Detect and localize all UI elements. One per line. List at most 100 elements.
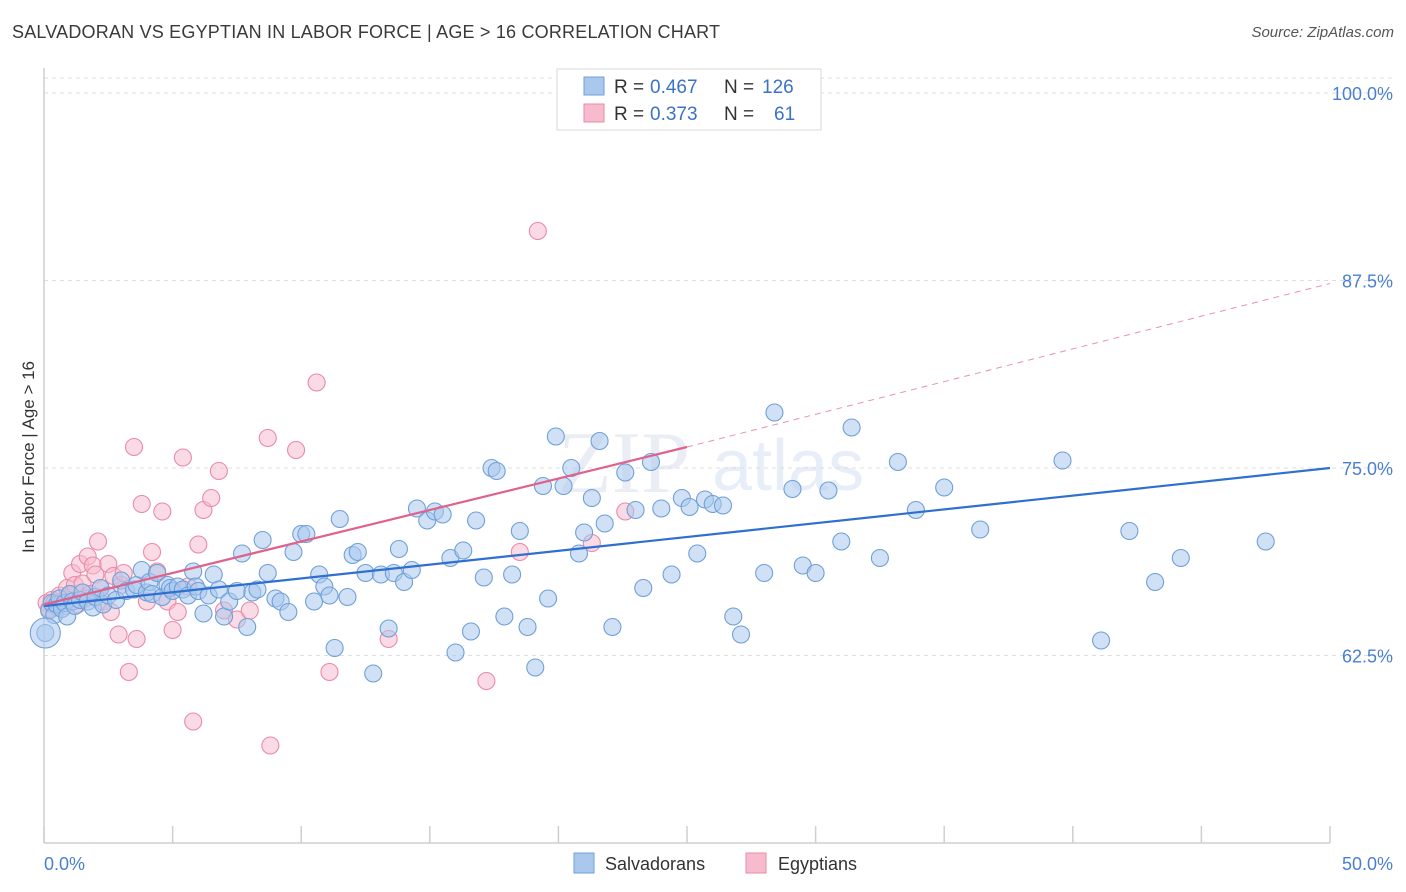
egyptians-point <box>240 601 259 620</box>
salvadorans-point <box>238 617 257 637</box>
egyptians-point <box>184 712 203 731</box>
salvadorans-trend-line <box>43 466 1331 608</box>
trend-lines <box>43 283 1331 608</box>
salvadorans-point <box>474 568 493 587</box>
salvadorans-point <box>806 563 825 583</box>
salvadorans-point <box>348 542 367 562</box>
salvadorans-point <box>832 532 851 551</box>
salvadorans-point <box>248 580 267 599</box>
x-tick-label: 50.0% <box>1342 854 1393 874</box>
x-tick-label: 0.0% <box>44 854 85 874</box>
salvadorans-point <box>652 499 671 518</box>
salvadorans-point <box>688 544 707 563</box>
salvadorans-point <box>379 619 398 638</box>
egyptians-point <box>258 428 277 448</box>
salvadorans-point <box>402 560 421 580</box>
egyptians-point <box>163 620 182 640</box>
legend-series: Salvadorans Egyptians <box>573 852 857 874</box>
salvadorans-point <box>971 520 990 539</box>
legend-swatch-egyptians <box>583 103 605 123</box>
salvadorans-point <box>616 463 635 482</box>
legend-bottom-swatch-salvadorans <box>573 852 595 874</box>
salvadorans-point <box>842 418 861 437</box>
salvadorans-point <box>467 511 486 530</box>
salvadorans-point <box>1146 572 1165 592</box>
salvadorans-point <box>1120 521 1139 541</box>
salvadorans-point <box>724 607 743 626</box>
salvadorans-point <box>325 638 344 658</box>
salvadorans-point <box>713 496 733 515</box>
salvadorans-point <box>626 500 645 520</box>
salvadorans-point <box>389 539 408 559</box>
salvadorans-point <box>590 431 609 451</box>
salvadorans-point <box>284 542 303 562</box>
gridlines <box>44 77 1394 656</box>
salvadorans-point <box>503 565 522 584</box>
salvadorans-point <box>1171 548 1190 568</box>
salvadorans-point <box>461 622 481 641</box>
salvadorans-point <box>258 563 277 583</box>
egyptians-point <box>153 502 172 521</box>
egyptians-point <box>202 488 221 508</box>
salvadorans-point <box>526 658 545 677</box>
salvadorans-point <box>575 523 594 542</box>
egyptians-point <box>209 461 228 481</box>
egyptians-point <box>142 542 162 562</box>
salvadorans-point <box>634 578 653 598</box>
egyptians-point <box>477 671 496 691</box>
chart-title: SALVADORAN VS EGYPTIAN IN LABOR FORCE | … <box>12 22 721 42</box>
y-tick-label: 62.5% <box>1342 647 1393 667</box>
salvadorans-point <box>253 530 272 550</box>
egyptians-point <box>132 494 151 514</box>
tick-labels: 100.0% 87.5% 75.0% 62.5% 0.0% 50.0% <box>44 84 1393 874</box>
salvadorans-point <box>194 604 213 623</box>
egyptians-point <box>510 542 529 562</box>
egyptians-point <box>88 532 108 551</box>
salvadorans-point <box>1053 451 1072 470</box>
salvadorans-point <box>305 592 324 611</box>
salvadorans-point-large <box>29 617 61 649</box>
legend-n-label-0: N = <box>724 77 754 98</box>
egyptians-point <box>287 440 306 460</box>
legend-swatch-salvadorans <box>583 76 605 96</box>
legend-bottom-swatch-egyptians <box>745 852 767 874</box>
legend-n-value-1: 61 <box>774 104 795 125</box>
salvadorans-point <box>870 548 889 568</box>
egyptians-trend-line <box>43 445 688 606</box>
legend-r-label-0: R = <box>614 77 644 98</box>
legend-n-label-1: N = <box>724 104 754 125</box>
salvadorans-point <box>783 479 802 499</box>
salvadorans-point <box>731 625 751 644</box>
legend-bottom-label-salvadorans: Salvadorans <box>605 854 705 874</box>
salvadorans-point <box>935 478 954 497</box>
egyptians-point <box>320 662 339 682</box>
salvadorans-point <box>518 617 537 637</box>
salvadorans-point <box>338 587 357 607</box>
salvadorans-point <box>330 509 349 529</box>
egyptians-point <box>189 535 208 554</box>
salvadorans-point <box>546 427 565 446</box>
salvadorans-point <box>510 521 529 541</box>
egyptians-point <box>528 221 547 241</box>
salvadorans-point <box>209 580 228 599</box>
chart-source: Source: ZipAtlas.com <box>1251 24 1394 41</box>
egyptians-point <box>119 662 138 682</box>
salvadorans-point <box>446 643 465 662</box>
salvadorans-point <box>279 602 298 622</box>
egyptians-point <box>109 625 128 644</box>
axes <box>43 68 1331 844</box>
egyptians-point <box>168 602 187 622</box>
legend-n-value-0: 126 <box>762 77 794 98</box>
egyptians-point <box>173 448 192 467</box>
y-axis-label: In Labor Force | Age > 16 <box>19 361 38 553</box>
salvadorans-point <box>582 488 601 508</box>
y-tick-label: 87.5% <box>1342 272 1393 292</box>
salvadorans-point <box>1256 532 1275 551</box>
legend-r-value-0: 0.467 <box>650 77 698 98</box>
salvadorans-point <box>204 565 223 584</box>
salvadorans-point <box>755 563 774 583</box>
salvadorans-point <box>487 461 506 481</box>
salvadorans-point <box>680 497 699 517</box>
egyptians-point <box>261 736 280 755</box>
salvadorans-point <box>214 607 234 626</box>
